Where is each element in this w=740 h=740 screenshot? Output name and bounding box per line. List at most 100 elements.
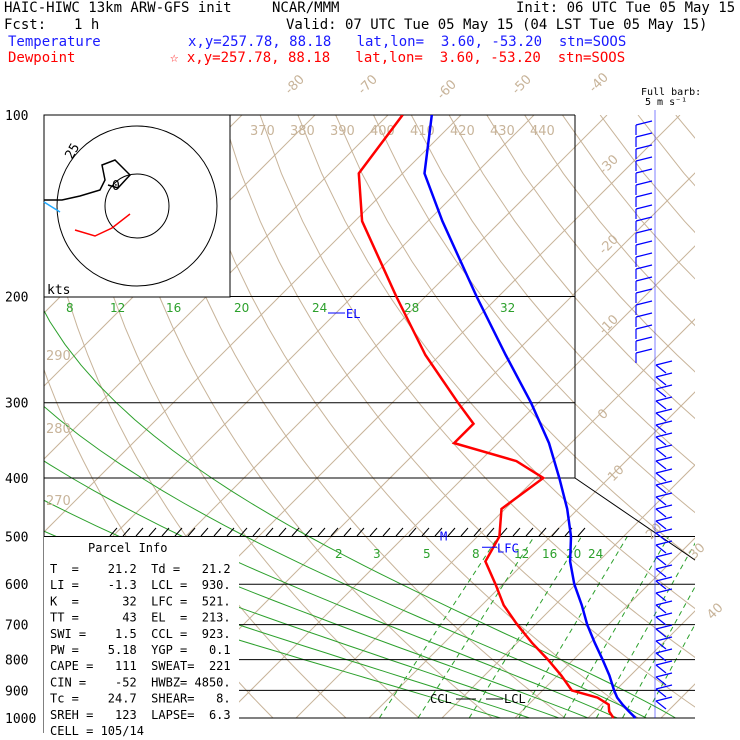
dry-adiabat-line <box>637 115 695 187</box>
wind-barb-flag <box>655 528 673 534</box>
isotherm-label: -70 <box>355 72 381 98</box>
wind-barb-flag <box>635 336 653 342</box>
ccl-label: CCL <box>430 692 452 706</box>
wind-barb-flag <box>635 192 653 198</box>
moist-adiabat-label: 32 <box>500 301 515 315</box>
wind-barb-flag <box>635 300 653 306</box>
dry-adiabat-line <box>410 115 695 466</box>
isotherm-label: -10 <box>596 312 622 338</box>
dewpoint-station-info: ☆ x,y=257.78, 88.18 lat,lon= 3.60, -53.2… <box>170 50 626 66</box>
wind-barb-flag <box>655 540 673 546</box>
mixing-ratio-label: 2 <box>335 547 343 561</box>
wind-barb <box>655 460 667 470</box>
hodograph-center-label: 0 <box>112 179 120 194</box>
parcel-info-row: SREH = 123 LAPSE= 6.3 <box>50 708 231 722</box>
moist-adiabat-label: 28 <box>404 301 419 315</box>
hatch-mark <box>187 527 196 537</box>
hodograph-box <box>43 114 231 298</box>
wind-barb <box>655 472 667 482</box>
wind-barb <box>655 424 667 434</box>
wind-barb <box>655 484 667 494</box>
temperature-station-info: x,y=257.78, 88.18 lat,lon= 3.60, -53.20 … <box>188 34 627 50</box>
mixing-ratio-line <box>563 536 670 719</box>
hatch-mark <box>382 527 391 537</box>
init-time: Init: 06 UTC Tue 05 May 15 <box>516 0 736 16</box>
dry-adiabat-line <box>675 115 695 139</box>
wind-barb <box>655 376 667 386</box>
mixing-ratio-label: 20 <box>566 547 581 561</box>
wind-barb-flag <box>635 168 653 174</box>
wind-barb-flag <box>655 372 673 378</box>
wind-barb-flag <box>635 228 653 234</box>
temperature-legend: Temperature <box>8 34 101 50</box>
parcel-info-row: Tc = 24.7 SHEAR= 8. <box>50 692 231 706</box>
moist-adiabat-label: 20 <box>234 301 249 315</box>
wind-barb <box>655 448 667 458</box>
hatch-mark <box>395 527 404 537</box>
theta-label: 280 <box>46 422 71 437</box>
hatch-mark <box>525 527 534 537</box>
hatch-mark <box>330 527 339 537</box>
theta-label: 390 <box>330 124 355 139</box>
wind-barb-flag <box>635 132 653 138</box>
wind-barb-flag <box>635 240 653 246</box>
wind-barb-flag <box>635 312 653 318</box>
parcel-info-row: TT = 43 EL = 213. <box>50 611 231 625</box>
wind-barb-flag <box>655 684 673 690</box>
dry-adiabat-line <box>259 115 695 659</box>
wind-barb <box>655 400 667 410</box>
hatch-mark <box>369 527 378 537</box>
wind-barb-flag <box>655 432 673 438</box>
mixing-ratio-label: 3 <box>373 547 381 561</box>
dry-adiabat-line <box>184 115 639 719</box>
parcel-info-row: CIN = -52 HWBZ= 4850. <box>50 675 231 689</box>
hatch-mark <box>252 527 261 537</box>
isotherm-label: -80 <box>282 72 308 98</box>
theta-label: 430 <box>490 124 515 139</box>
isotherm-label: 40 <box>704 601 726 623</box>
wind-barb <box>655 676 667 686</box>
isotherm-label: -60 <box>434 77 460 103</box>
hatch-mark <box>460 527 469 537</box>
wind-barb <box>655 664 667 674</box>
hodograph-trace-low <box>43 201 61 213</box>
parcel-info-panel <box>44 537 239 733</box>
pressure-label: 500 <box>5 530 28 545</box>
wind-barb-flag <box>655 480 673 486</box>
theta-label: 420 <box>450 124 475 139</box>
pressure-label: 100 <box>5 109 28 124</box>
wind-barb <box>655 700 667 710</box>
fcst-value: 1 h <box>74 17 100 33</box>
wind-barb-flag <box>655 576 673 582</box>
isotherm-line <box>441 464 695 719</box>
hodograph-trace-high <box>74 213 131 237</box>
dry-adiabat-line <box>221 115 695 708</box>
moist-adiabat-label: 24 <box>312 301 327 315</box>
mixing-ratio-label: 12 <box>514 547 529 561</box>
wind-barb <box>655 628 667 638</box>
dewpoint-legend: Dewpoint <box>8 50 76 66</box>
wind-barb <box>655 496 667 506</box>
dry-adiabat-line <box>486 115 695 373</box>
pressure-label: 200 <box>5 291 28 306</box>
hatch-mark <box>135 527 144 537</box>
m-label: M <box>440 529 447 543</box>
hatch-mark <box>447 527 456 537</box>
wind-barb-flag <box>655 660 673 666</box>
isotherm-label: -40 <box>586 70 612 96</box>
wind-barb-flag <box>655 516 673 522</box>
isotherm-line <box>587 610 695 719</box>
wind-barb-flag <box>655 504 673 510</box>
pressure-label: 300 <box>5 397 28 412</box>
theta-label: 440 <box>530 124 555 139</box>
isotherm-label: -50 <box>509 72 535 98</box>
pressure-label: 900 <box>5 684 28 699</box>
dry-adiabat-line <box>714 115 740 718</box>
hatch-mark <box>577 527 586 537</box>
dry-adiabat-line <box>524 115 695 327</box>
wind-barb-flag <box>635 120 653 126</box>
wind-barb <box>655 508 667 518</box>
wind-barb-flag <box>655 672 673 678</box>
wind-barb-flag <box>655 648 673 654</box>
